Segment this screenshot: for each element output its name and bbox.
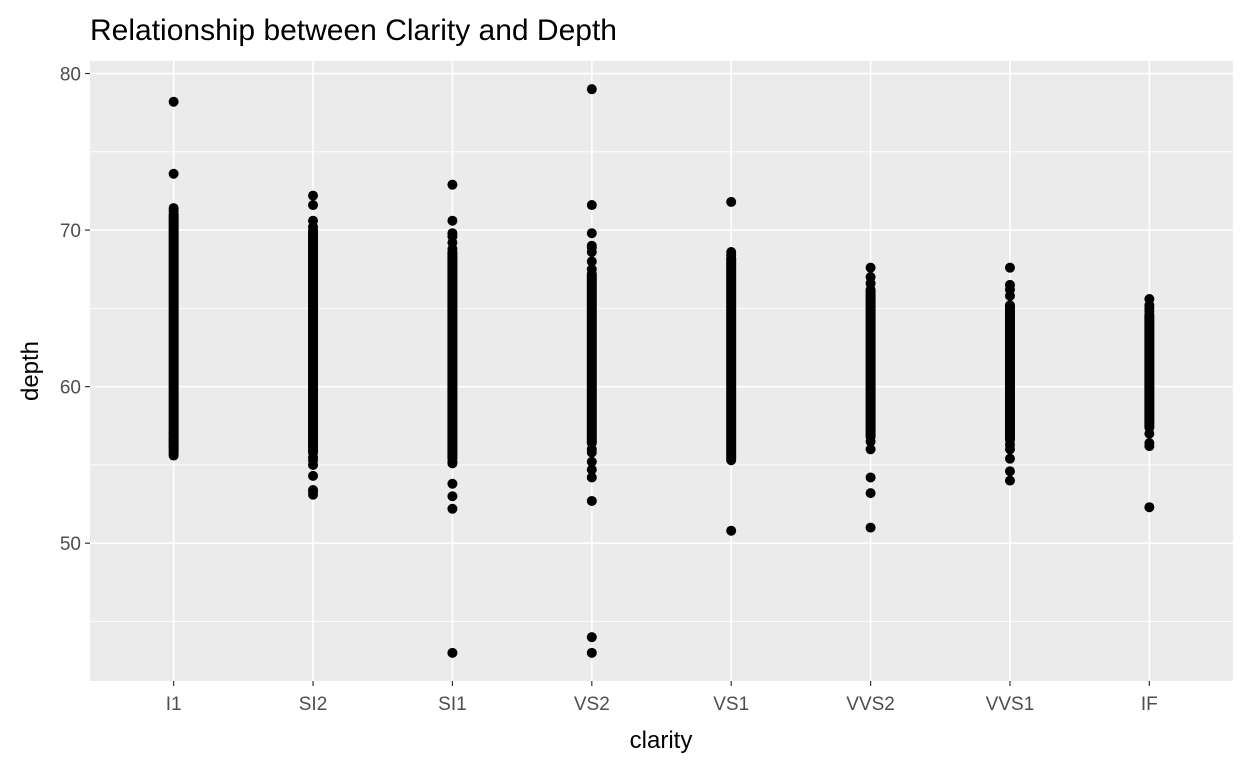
data-point (586, 84, 597, 95)
data-point (308, 484, 319, 495)
x-tick-label: SI1 (438, 694, 467, 715)
x-axis-title: clarity (630, 727, 693, 754)
point-cluster (1004, 300, 1015, 445)
data-point (586, 632, 597, 643)
data-point (447, 491, 458, 502)
x-tick-label: VVS2 (846, 694, 895, 715)
data-point (1004, 262, 1015, 273)
data-point (447, 456, 458, 467)
plot-panel (90, 61, 1233, 681)
data-point (865, 262, 876, 273)
data-point (586, 264, 597, 275)
x-tick-label: I1 (166, 694, 182, 715)
data-point (447, 503, 458, 514)
data-point (168, 96, 179, 107)
y-axis: 50 60 70 80 (60, 65, 90, 555)
data-point (168, 428, 179, 439)
point-cluster (308, 225, 319, 458)
data-point (1144, 293, 1155, 304)
data-point (586, 240, 597, 251)
data-point (1004, 475, 1015, 486)
data-point (308, 190, 319, 201)
data-point (447, 228, 458, 239)
data-point (586, 200, 597, 211)
point-cluster (447, 247, 458, 464)
chart-title: Relationship between Clarity and Depth (90, 14, 617, 47)
data-point (1004, 466, 1015, 477)
data-point (447, 215, 458, 226)
data-point (447, 647, 458, 658)
data-point (586, 647, 597, 658)
data-point (308, 215, 319, 226)
data-point (168, 448, 179, 459)
data-point (586, 228, 597, 239)
data-point (168, 168, 179, 179)
point-cluster (586, 268, 597, 449)
data-point (726, 455, 737, 466)
x-axis: I1 SI2 SI1 VS2 VS1 VVS2 VVS1 IF (166, 681, 1158, 715)
point-cluster (1144, 309, 1155, 433)
point-cluster (726, 253, 737, 464)
data-point (586, 256, 597, 267)
x-tick-label: SI2 (299, 694, 328, 715)
data-point (586, 464, 597, 475)
x-tick-label: VVS1 (986, 694, 1035, 715)
data-point (308, 200, 319, 211)
data-point (308, 470, 319, 481)
y-tick-label: 70 (60, 221, 81, 242)
data-point (586, 495, 597, 506)
data-point (308, 452, 319, 463)
data-point (726, 247, 737, 258)
data-point (1004, 279, 1015, 290)
data-point (1004, 453, 1015, 464)
point-cluster (865, 284, 876, 442)
data-point (865, 444, 876, 455)
data-point (1144, 502, 1155, 513)
data-point (168, 203, 179, 214)
data-point (726, 525, 737, 536)
data-point (447, 478, 458, 489)
y-tick-label: 60 (60, 378, 81, 399)
data-point (1144, 428, 1155, 439)
data-point (865, 436, 876, 447)
data-point (865, 488, 876, 499)
data-point (1144, 438, 1155, 449)
x-tick-label: VS1 (713, 694, 749, 715)
x-tick-label: IF (1141, 694, 1158, 715)
data-points (168, 84, 1155, 658)
data-point (586, 472, 597, 483)
x-tick-label: VS2 (574, 694, 610, 715)
data-point (865, 522, 876, 533)
data-point (865, 472, 876, 483)
point-cluster (168, 209, 179, 458)
data-point (726, 196, 737, 207)
data-point (1004, 439, 1015, 450)
y-tick-label: 80 (60, 65, 81, 86)
y-axis-title: depth (17, 341, 44, 401)
data-point (586, 444, 597, 455)
data-point (586, 456, 597, 467)
y-tick-label: 50 (60, 534, 81, 555)
data-point (865, 272, 876, 283)
data-point (447, 179, 458, 190)
